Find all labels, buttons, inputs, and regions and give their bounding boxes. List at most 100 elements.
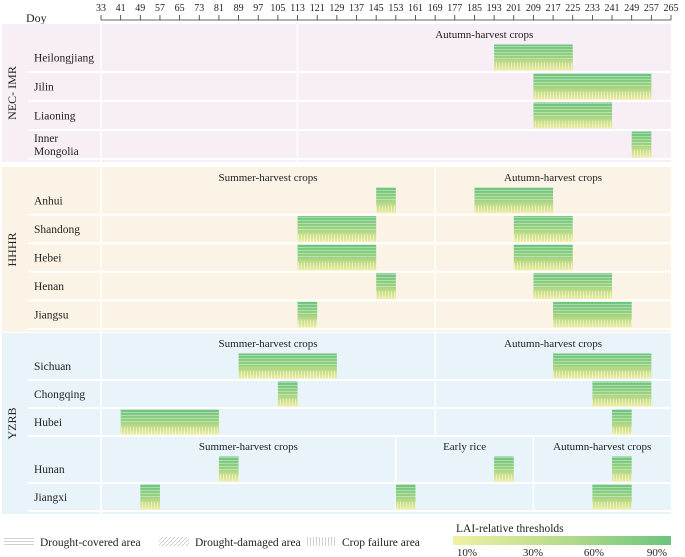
x-tick-label: 129 <box>329 3 344 14</box>
crop-failure-hatch <box>592 502 632 510</box>
lai-bar <box>120 409 219 435</box>
drought-covered-hatch <box>376 273 396 288</box>
x-tick-label: 153 <box>388 3 403 14</box>
lai-bar <box>218 456 239 482</box>
legend-swatch <box>4 537 34 546</box>
province-label: Inner <box>34 133 58 145</box>
colorbar-tick-label: 30% <box>523 547 543 557</box>
lai-bar <box>612 409 632 435</box>
x-tick-label: 201 <box>506 3 521 14</box>
province-label: Mongolia <box>34 146 79 158</box>
lai-bar <box>297 216 377 242</box>
x-tick-label: 137 <box>349 3 364 14</box>
lai-bar <box>376 187 396 214</box>
province-label: Hebei <box>34 253 61 265</box>
drought-covered-hatch <box>297 216 377 231</box>
x-tick-label: 233 <box>585 3 600 14</box>
season-label: Summer-harvest crops <box>219 338 318 350</box>
x-tick-label: 217 <box>546 3 561 14</box>
crop-failure-hatch <box>376 291 396 299</box>
x-tick-label: 113 <box>290 3 305 14</box>
lai-bar <box>553 301 632 328</box>
x-tick-label: 257 <box>644 3 659 14</box>
x-tick-label: 105 <box>270 3 285 14</box>
crop-failure-hatch <box>395 502 416 510</box>
crop-failure-hatch <box>277 399 298 407</box>
season-label: Autumn-harvest crops <box>435 29 533 41</box>
crop-failure-hatch <box>140 502 160 510</box>
crop-failure-hatch <box>297 319 318 328</box>
x-tick-label: 177 <box>447 3 462 14</box>
x-tick-label: 185 <box>467 3 482 14</box>
drought-covered-hatch <box>612 456 632 471</box>
crop-failure-hatch <box>631 149 652 158</box>
legend-entry: Drought-covered area <box>40 537 141 549</box>
province-label: Jiangxi <box>34 492 67 504</box>
region-yzrb: YZRB Sichuan Chongqing Hubei Hunan Jiangxi Sum… <box>2 333 671 514</box>
drought-covered-hatch <box>297 301 318 316</box>
province-label: Heilongjiang <box>34 53 94 65</box>
drought-covered-hatch <box>297 244 377 259</box>
drought-covered-hatch <box>218 456 239 471</box>
x-tick-label: 49 <box>135 3 145 14</box>
crop-failure-hatch <box>592 399 652 407</box>
colorbar-tick-label: 10% <box>457 547 477 557</box>
lai-bar <box>533 102 613 129</box>
crop-failure-hatch <box>553 319 632 328</box>
lai-bar <box>592 484 632 510</box>
drought-covered-hatch <box>592 381 652 396</box>
legend-swatch <box>306 537 336 546</box>
region-label: YZRB <box>5 407 19 439</box>
season-label: Autumn-harvest crops <box>504 338 602 350</box>
drought-covered-hatch <box>533 273 613 288</box>
province-label: Hubei <box>34 417 62 429</box>
crop-failure-hatch <box>376 205 396 214</box>
x-tick-label: 193 <box>487 3 502 14</box>
lai-bar <box>277 381 298 407</box>
x-tick-label: 73 <box>194 3 204 14</box>
lai-bar <box>238 353 337 379</box>
province-label: Chongqing <box>34 389 85 401</box>
drought-covered-hatch <box>592 484 632 499</box>
lai-bar <box>513 216 573 242</box>
lai-bar <box>140 484 160 510</box>
colorbar-tick-label: 90% <box>647 547 667 557</box>
region-label: HHHR <box>5 232 19 266</box>
drought-covered-hatch <box>513 216 573 231</box>
x-tick-label: 225 <box>565 3 580 14</box>
season-label: Summer-harvest crops <box>219 172 318 184</box>
province-label: Hunan <box>34 464 65 476</box>
x-tick-label: 145 <box>369 3 384 14</box>
province-label: Jiangsu <box>34 310 69 322</box>
drought-covered-hatch <box>553 301 632 316</box>
legend: Drought-covered area Drought-damaged area… <box>4 523 671 557</box>
x-tick-label: 241 <box>605 3 620 14</box>
lai-bar <box>474 187 554 214</box>
lai-bar <box>631 131 652 158</box>
crop-failure-hatch <box>297 262 377 271</box>
crop-failure-hatch <box>513 262 573 271</box>
province-label: Sichuan <box>34 361 71 373</box>
crop-failure-hatch <box>218 474 239 482</box>
crop-failure-hatch <box>553 371 652 379</box>
lai-bar <box>533 273 613 299</box>
colorbar-title: LAI-relative thresholds <box>456 523 564 535</box>
lai-bar <box>376 273 396 299</box>
lai-bar <box>592 381 652 407</box>
region-nec-imr: NEC- IMR Heilongjiang Jilin Liaoning InnerMo… <box>2 24 671 162</box>
crop-failure-hatch <box>120 427 219 435</box>
drought-covered-hatch <box>395 484 416 499</box>
province-label: Anhui <box>34 195 63 207</box>
crop-failure-hatch <box>513 234 573 242</box>
legend-swatch <box>159 537 189 546</box>
colorbar-tick-label: 60% <box>584 547 604 557</box>
crop-failure-hatch <box>612 474 632 482</box>
lai-bar <box>513 244 573 271</box>
colorbar <box>453 536 671 545</box>
drought-covered-hatch <box>494 456 514 471</box>
drought-covered-hatch <box>238 353 337 368</box>
region-hhhr: HHHR Anhui Shandong Hebei Henan Jiangsu Summer… <box>2 167 671 332</box>
drought-covered-hatch <box>612 409 632 424</box>
